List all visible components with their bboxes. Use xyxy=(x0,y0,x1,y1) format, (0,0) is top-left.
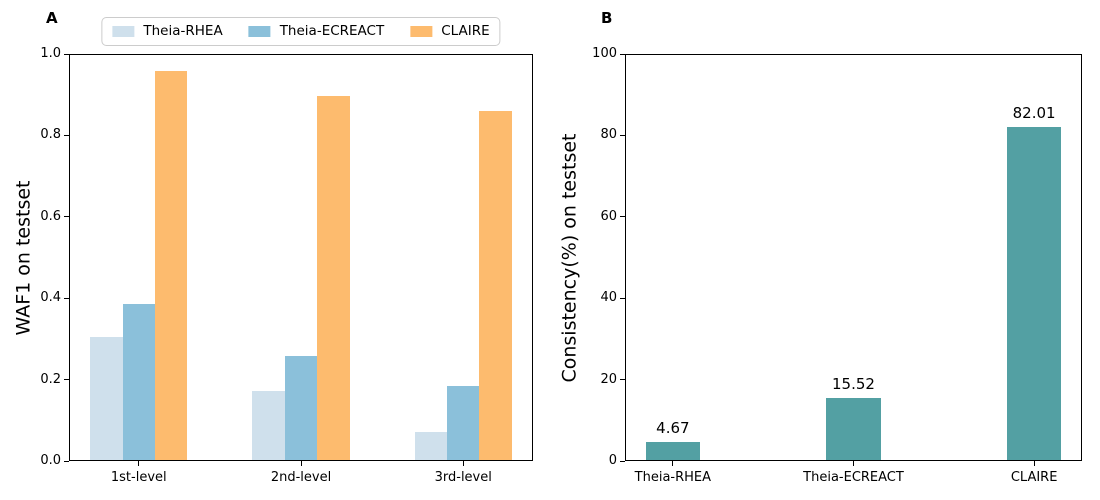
y-tick-label: 40 xyxy=(600,290,617,306)
y-tick-label: 20 xyxy=(600,371,617,387)
y-tick-label: 100 xyxy=(592,46,617,61)
bar-theia-ecreact-3rd-level xyxy=(447,386,480,461)
x-tick-mark xyxy=(300,461,302,466)
legend-swatch-theia-ecreact xyxy=(248,26,271,37)
bar-value-label: 4.67 xyxy=(656,418,690,437)
x-tick-label: 2nd-level xyxy=(270,470,332,485)
x-tick-label: Theia-RHEA xyxy=(634,470,712,485)
bar-value-label: 82.01 xyxy=(1012,104,1056,123)
legend-label-claire: CLAIRE xyxy=(441,23,490,39)
y-tick-mark xyxy=(620,460,625,462)
y-tick-label: 0.4 xyxy=(40,290,61,306)
bar-value-label: 15.52 xyxy=(832,374,875,393)
y-tick-label: 0.0 xyxy=(40,453,61,468)
x-tick-mark xyxy=(672,461,674,466)
legend-swatch-theia-rhea xyxy=(112,26,135,37)
bar-theia-rhea-3rd-level xyxy=(414,432,447,461)
bar-theia-ecreact-1st-level xyxy=(122,304,155,461)
y-tick-mark xyxy=(620,379,625,381)
bar-theia-rhea-1st-level xyxy=(90,336,123,461)
x-tick-mark xyxy=(138,461,140,466)
panel-b-y-axis-label: Consistency(%) on testset xyxy=(558,133,581,383)
x-tick-mark xyxy=(462,461,464,466)
bar-claire-2nd-level xyxy=(317,95,350,461)
legend-swatch-claire xyxy=(410,26,433,37)
y-tick-label: 0.8 xyxy=(40,127,61,143)
x-tick-mark xyxy=(853,461,854,466)
y-tick-mark xyxy=(64,216,69,218)
y-tick-mark xyxy=(620,297,625,299)
legend-item: Theia-ECREACT xyxy=(248,23,385,39)
bar-consistency-claire xyxy=(1007,127,1062,461)
y-tick-mark xyxy=(64,379,69,381)
panel-a-y-axis-label: WAF1 on testset xyxy=(12,180,35,336)
y-tick-label: 0 xyxy=(608,453,617,468)
bar-claire-3rd-level xyxy=(479,110,512,461)
y-tick-mark xyxy=(64,297,69,299)
bar-claire-1st-level xyxy=(154,71,188,461)
y-tick-label: 80 xyxy=(600,127,617,143)
y-tick-mark xyxy=(620,134,625,136)
x-tick-label: 3rd-level xyxy=(434,470,492,485)
x-tick-label: CLAIRE xyxy=(1010,470,1058,485)
y-tick-label: 0.6 xyxy=(40,208,61,224)
legend-label-theia-ecreact: Theia-ECREACT xyxy=(279,23,385,39)
bar-theia-ecreact-2nd-level xyxy=(284,355,318,461)
y-tick-mark xyxy=(64,53,69,55)
bar-consistency-theia-ecreact xyxy=(826,397,881,461)
y-tick-label: 60 xyxy=(600,208,617,224)
y-tick-mark xyxy=(64,134,69,136)
y-tick-mark xyxy=(64,460,69,462)
panel-b-label: B xyxy=(601,9,613,27)
x-tick-mark xyxy=(1033,461,1035,466)
y-tick-label: 1.0 xyxy=(40,46,61,61)
plot-frame-a xyxy=(69,54,533,461)
bar-consistency-theia-rhea xyxy=(645,441,700,461)
x-tick-label: 1st-level xyxy=(110,470,167,485)
y-tick-label: 0.2 xyxy=(40,371,61,387)
x-tick-label: Theia-ECREACT xyxy=(803,470,904,485)
legend-label-theia-rhea: Theia-RHEA xyxy=(143,23,223,39)
legend-item: Theia-RHEA xyxy=(112,23,223,39)
legend-item: CLAIRE xyxy=(410,23,490,39)
panel-a-label: A xyxy=(46,9,58,27)
plot-frame-b xyxy=(625,54,1082,461)
legend: Theia-RHEA Theia-ECREACT CLAIRE xyxy=(101,17,501,46)
bar-theia-rhea-2nd-level xyxy=(252,390,285,461)
y-tick-mark xyxy=(620,216,625,218)
y-tick-mark xyxy=(620,53,625,55)
